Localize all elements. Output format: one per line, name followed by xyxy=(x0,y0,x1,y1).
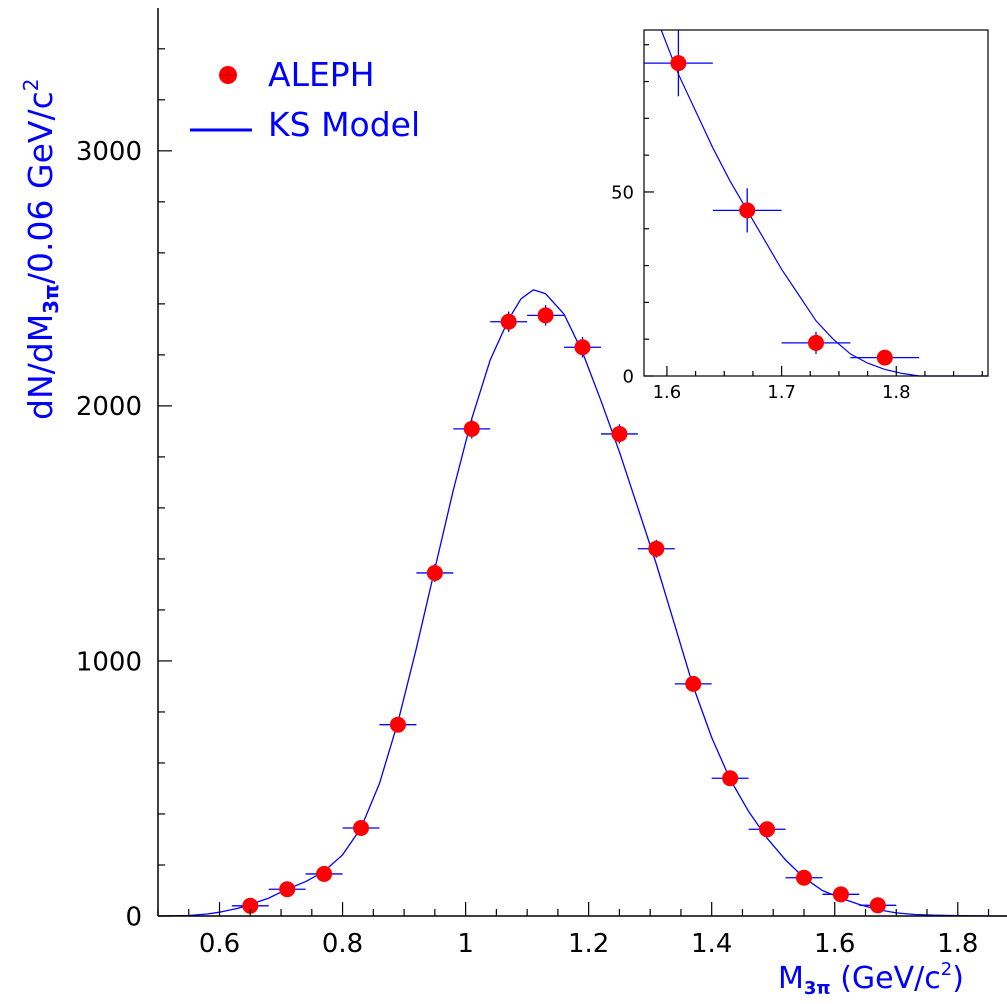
x-tick-label: 1.2 xyxy=(568,929,609,959)
data-point-16 xyxy=(785,869,823,886)
inset-data-point-3 xyxy=(781,331,851,354)
main-plot: 0.6 0.8 1 1.2 1.4 1.6 1.8 0 1000 2000 3000 xyxy=(76,8,1007,959)
inset-plot: 1.6 1.7 1.8 0 50 xyxy=(611,29,989,403)
y-axis-title-tail: /0.06 GeV/c xyxy=(21,91,60,284)
data-point-1 xyxy=(231,897,269,914)
inset-x-tick-label: 1.8 xyxy=(882,382,911,403)
inset-ks-model-curve xyxy=(660,29,988,377)
data-point-5 xyxy=(379,716,417,733)
y-tick-label: 3000 xyxy=(76,137,142,167)
data-marker xyxy=(795,869,812,886)
data-point-10 xyxy=(564,337,601,358)
data-marker xyxy=(389,716,406,733)
x-tick-label: 0.6 xyxy=(199,929,240,959)
inset-data-point-4 xyxy=(850,349,920,366)
inset-frame xyxy=(643,29,989,377)
y-tick-label: 0 xyxy=(125,902,142,932)
x-tick-label: 1.4 xyxy=(691,929,732,959)
data-marker xyxy=(869,897,886,914)
data-point-3 xyxy=(305,865,343,882)
legend: ALEPH KS Model xyxy=(190,55,420,144)
x-axis-title-sup: 2 xyxy=(941,959,952,980)
y-axis-title-pre: dN/dM xyxy=(21,314,60,420)
legend-item-ks-model: KS Model xyxy=(190,105,420,144)
inset-x-tick-label: 1.6 xyxy=(653,382,682,403)
data-point-12 xyxy=(637,539,675,558)
x-tick-label: 1.8 xyxy=(937,929,978,959)
data-point-9 xyxy=(527,305,565,326)
data-marker xyxy=(759,821,776,838)
inset-y-tick-label: 50 xyxy=(611,182,634,203)
data-marker xyxy=(353,820,370,837)
data-marker xyxy=(463,420,480,437)
data-marker xyxy=(685,675,702,692)
data-point-15 xyxy=(748,821,786,838)
x-tick-label: 0.8 xyxy=(322,929,363,959)
main-axes: 0.6 0.8 1 1.2 1.4 1.6 1.8 0 1000 2000 3000 xyxy=(76,8,1007,959)
data-marker xyxy=(722,770,739,787)
ks-model-curve-layer xyxy=(157,289,1007,917)
inset-data-marker xyxy=(876,349,893,366)
data-point-14 xyxy=(711,770,749,787)
inset-x-tick-label: 1.7 xyxy=(767,382,796,403)
inset-data-marker xyxy=(739,202,756,219)
data-marker xyxy=(316,865,333,882)
x-axis-title-sub: 3π xyxy=(804,978,831,999)
legend-ks-model-label: KS Model xyxy=(268,105,420,144)
data-point-11 xyxy=(600,424,638,444)
x-axis-title-tail: (GeV/c xyxy=(831,961,941,996)
y-axis-title: dN/dM3π/0.06 GeV/c2 xyxy=(19,79,63,420)
y-axis-title-sub: 3π xyxy=(39,284,63,314)
data-marker xyxy=(611,425,628,442)
x-tick-label: 1 xyxy=(457,929,474,959)
inset-data-marker xyxy=(808,334,824,351)
inset-data-point-2 xyxy=(712,188,782,233)
inset-y-tick-label: 0 xyxy=(623,366,634,387)
inset-data-point-1 xyxy=(644,30,713,97)
data-point-2 xyxy=(268,881,306,898)
data-marker xyxy=(648,540,665,557)
y-tick-label: 1000 xyxy=(76,647,142,677)
x-axis-title: M3π (GeV/c2) xyxy=(778,959,964,999)
data-point-7 xyxy=(453,419,491,439)
x-tick-label: 1.6 xyxy=(814,929,855,959)
data-point-18 xyxy=(859,897,897,914)
y-tick-label: 2000 xyxy=(76,392,142,422)
data-marker xyxy=(537,307,554,324)
data-marker xyxy=(242,897,259,914)
data-marker xyxy=(500,313,517,330)
data-point-6 xyxy=(416,564,454,582)
aleph-points-layer xyxy=(231,305,897,914)
inset-background xyxy=(644,30,988,376)
y-axis-title-sup: 2 xyxy=(19,79,43,92)
inset-aleph-points-layer xyxy=(644,30,920,366)
legend-aleph-label: ALEPH xyxy=(268,55,375,94)
inset-axes: 1.6 1.7 1.8 0 50 xyxy=(611,29,989,403)
x-axis-title-main: M xyxy=(778,961,804,996)
data-marker xyxy=(426,564,443,581)
data-marker xyxy=(279,881,296,898)
data-point-17 xyxy=(822,886,860,903)
inset-data-marker xyxy=(670,55,687,72)
data-marker xyxy=(832,886,849,903)
data-point-8 xyxy=(490,311,528,332)
ks-model-curve xyxy=(157,289,1007,917)
inset-ks-model-curve-layer xyxy=(660,29,988,377)
x-axis-title-end: ) xyxy=(952,961,964,996)
data-point-13 xyxy=(674,675,712,692)
legend-item-aleph: ALEPH xyxy=(219,55,375,94)
data-point-4 xyxy=(342,820,380,837)
data-marker xyxy=(574,339,591,356)
